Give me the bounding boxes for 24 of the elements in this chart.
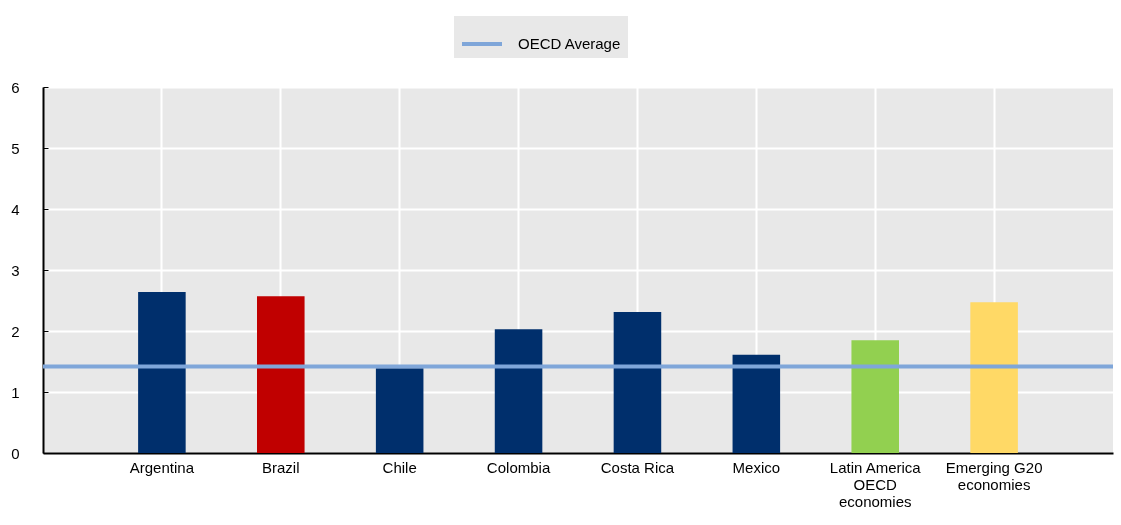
bar: [375, 368, 424, 453]
y-tick-label: 4: [11, 200, 20, 218]
y-tick-label: 2: [11, 322, 20, 340]
y-tick-label: 0: [11, 444, 20, 462]
x-tick-label: Colombia: [486, 458, 551, 476]
y-tick-label: 1: [11, 383, 20, 401]
x-tick-label: Argentina: [129, 458, 195, 476]
x-tick-label: Emerging G20 economies: [945, 458, 1043, 493]
y-tick-label: 6: [11, 78, 20, 96]
x-tick-label: Costa Rica: [600, 458, 675, 476]
x-tick-label: Latin America OECD economies: [829, 458, 922, 510]
bar: [732, 354, 781, 453]
y-tick-label: 3: [11, 261, 20, 279]
bar: [851, 340, 899, 453]
bar: [970, 302, 1018, 453]
bar: [494, 329, 543, 453]
bar: [613, 312, 662, 453]
y-tick-label: 5: [11, 139, 20, 157]
bar: [257, 296, 305, 453]
x-tick-label: Chile: [382, 458, 417, 476]
bar: [138, 291, 186, 453]
x-tick-label: Mexico: [732, 458, 781, 476]
x-tick-label: Brazil: [262, 458, 300, 476]
legend-label: OECD Average: [518, 35, 621, 52]
